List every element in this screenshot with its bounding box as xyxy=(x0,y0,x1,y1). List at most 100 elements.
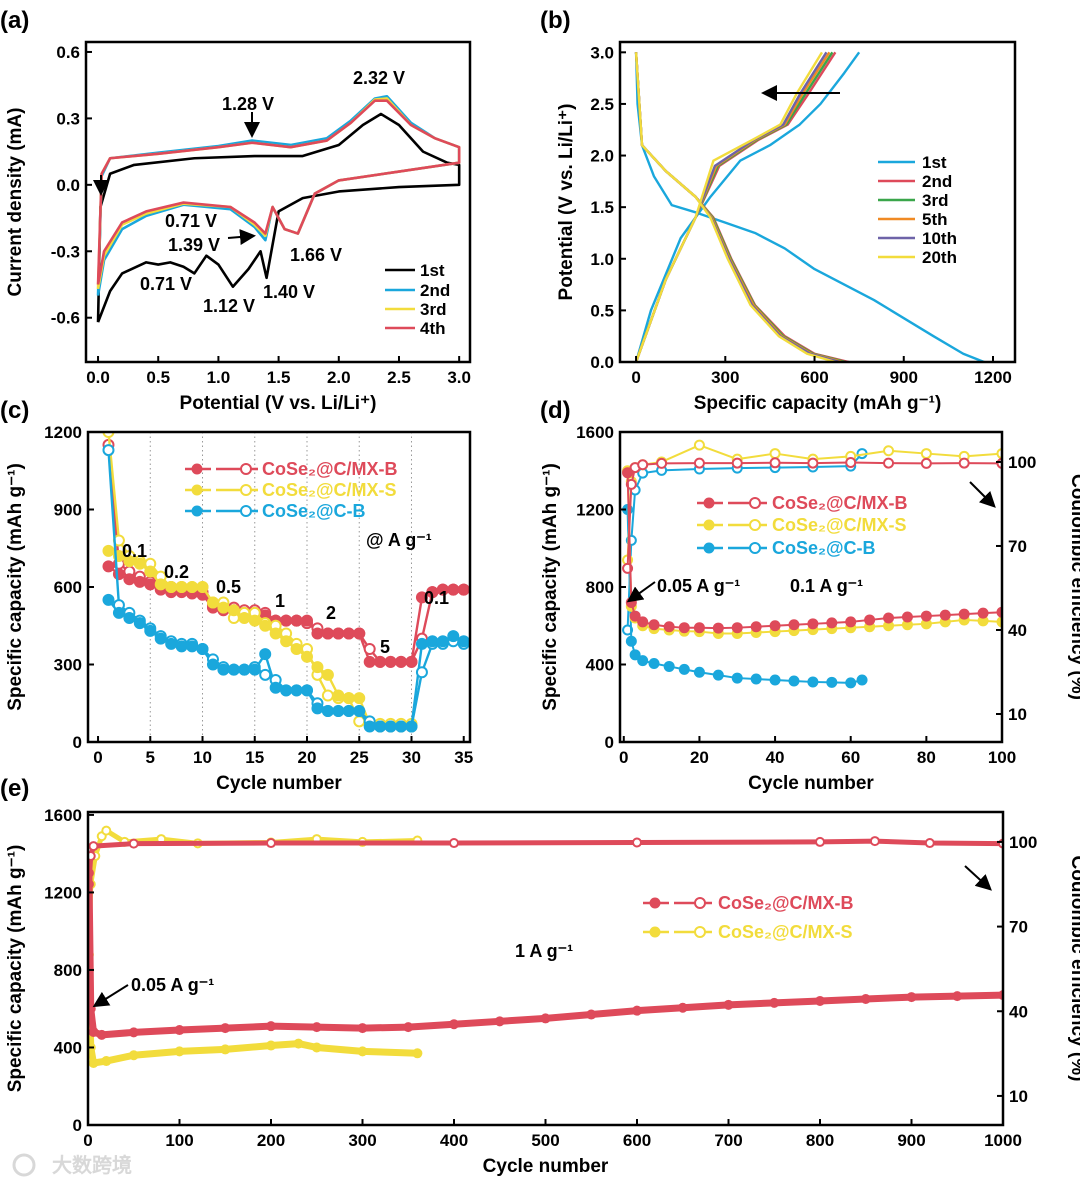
capacity-point xyxy=(712,622,724,634)
arrow-icon xyxy=(626,581,656,603)
discharge-point xyxy=(102,593,115,606)
arrow-icon xyxy=(227,229,256,245)
discharge-point xyxy=(123,573,136,586)
legend-label: CoSe₂@C/MX-S xyxy=(262,480,397,500)
discharge-point xyxy=(175,581,188,593)
discharge-point xyxy=(133,617,146,630)
ce-point xyxy=(883,445,895,457)
discharge-point xyxy=(238,612,251,624)
x-tick-label: 0.5 xyxy=(146,368,170,387)
legend-marker-filled xyxy=(703,519,715,531)
x-tick-label: 0 xyxy=(631,368,640,387)
charge-curve-3rd xyxy=(634,51,834,362)
legend-marker-filled xyxy=(649,897,661,909)
x-tick-label: 15 xyxy=(245,748,264,767)
annotation: 1.28 V xyxy=(222,94,274,114)
legend-marker-open xyxy=(749,519,761,531)
ce-point xyxy=(769,457,781,469)
rate-label: 1 xyxy=(275,591,285,611)
x-tick-label: 30 xyxy=(402,748,421,767)
legend-marker-open xyxy=(240,484,252,496)
legend-marker-filled xyxy=(191,463,203,475)
x-tick-label: 20 xyxy=(690,748,709,767)
capacity-point xyxy=(586,1009,597,1020)
discharge-point xyxy=(342,692,355,705)
capacity-point xyxy=(403,1022,414,1033)
x-tick-label: 300 xyxy=(348,1131,376,1150)
discharge-curve-1st xyxy=(634,52,985,362)
unit-note: @ A g⁻¹ xyxy=(366,530,432,550)
legend-marker-filled xyxy=(649,926,661,938)
capacity-point xyxy=(731,622,743,634)
capacity-point xyxy=(939,609,951,621)
rate-label: 0.1 xyxy=(424,588,449,608)
y-tick-label: 1200 xyxy=(44,423,82,442)
x-tick-label: 35 xyxy=(454,748,473,767)
legend-label: 1st xyxy=(420,261,445,280)
discharge-point xyxy=(196,643,209,655)
discharge-point xyxy=(280,614,293,627)
discharge-point xyxy=(238,663,251,676)
discharge-point xyxy=(112,606,125,619)
capacity-point xyxy=(693,622,705,634)
ce-point xyxy=(632,837,642,848)
ce-point xyxy=(883,457,895,469)
x-axis-title: Cycle number xyxy=(748,773,874,794)
watermark: 大数跨境 xyxy=(52,1153,132,1177)
discharge-point xyxy=(436,635,449,648)
capacity-point xyxy=(637,655,649,667)
plot-area xyxy=(88,825,1003,1068)
ce-point xyxy=(920,457,932,469)
discharge-point xyxy=(321,705,334,717)
legend-marker-open xyxy=(240,463,252,475)
discharge-point xyxy=(301,614,314,627)
cv-curve-3rd xyxy=(96,97,461,290)
legend-marker-filled xyxy=(703,497,715,509)
capacity-point xyxy=(494,1016,505,1027)
y-tick-label: 0 xyxy=(605,733,614,752)
plot-frame xyxy=(84,40,472,364)
legend-marker-open xyxy=(694,897,706,909)
x-tick-label: 700 xyxy=(714,1131,742,1150)
panel-label: (a) xyxy=(0,7,29,34)
discharge-point xyxy=(374,720,387,733)
capacity-point xyxy=(977,607,989,619)
capacity-point xyxy=(625,635,637,647)
discharge-point xyxy=(415,591,428,604)
capacity-point xyxy=(883,612,895,624)
capacity-point xyxy=(678,622,690,634)
discharge-point xyxy=(248,614,261,627)
discharge-point xyxy=(227,604,240,617)
y2-tick-label: 10 xyxy=(1008,705,1027,724)
x-tick-label: 0 xyxy=(619,748,628,767)
capacity-point xyxy=(750,673,762,685)
plot-area xyxy=(102,432,470,742)
capacity-point xyxy=(637,616,649,628)
ce-point xyxy=(769,448,781,460)
x-tick-label: 80 xyxy=(917,748,936,767)
capacity-point xyxy=(769,997,780,1008)
capacity-point xyxy=(815,995,825,1006)
capacity-point xyxy=(826,617,838,629)
legend-label: 10th xyxy=(922,229,957,248)
discharge-point xyxy=(311,661,324,674)
discharge-point xyxy=(405,720,418,733)
discharge-point xyxy=(426,635,439,648)
capacity-point xyxy=(412,1048,423,1059)
panel-label: (c) xyxy=(0,397,29,424)
charge-curve-2nd xyxy=(634,51,837,362)
discharge-point xyxy=(301,650,314,663)
discharge-point xyxy=(447,583,460,596)
capacity-point xyxy=(648,658,660,670)
rate-label: 0.2 xyxy=(164,562,189,582)
discharge-curve-5th xyxy=(634,52,844,362)
discharge-point xyxy=(405,655,418,668)
capacity-point xyxy=(901,611,913,623)
annotation: 2.32 V xyxy=(353,68,405,88)
y-tick-label: 3.0 xyxy=(590,43,614,62)
discharge-point xyxy=(384,720,397,733)
charge-curve-20th xyxy=(634,51,823,362)
discharge-point xyxy=(426,586,439,599)
discharge-curve-10th xyxy=(634,52,841,362)
